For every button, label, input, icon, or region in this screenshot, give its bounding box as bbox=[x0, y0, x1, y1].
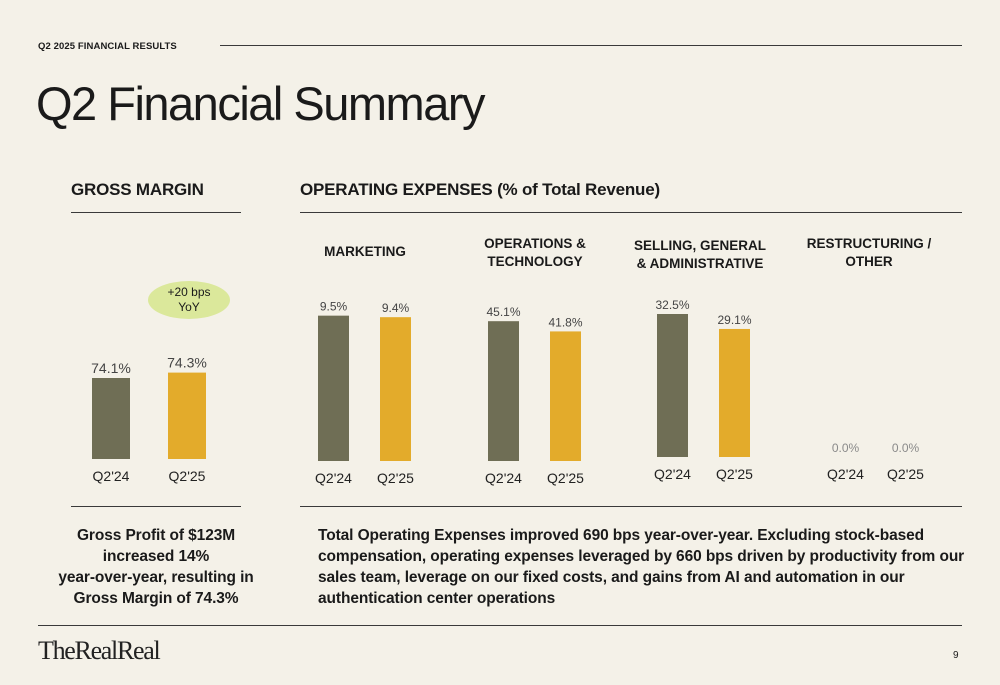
gross-margin-bottom-rule bbox=[71, 506, 241, 507]
page-number: 9 bbox=[953, 650, 959, 661]
category-label: Q2'25 bbox=[887, 466, 924, 482]
opex-caption: Total Operating Expenses improved 690 bp… bbox=[318, 525, 968, 609]
restructuring-line2: OTHER bbox=[845, 254, 893, 269]
gross-margin-heading: GROSS MARGIN bbox=[71, 180, 204, 199]
opex-caption-line: compensation, operating expenses leverag… bbox=[318, 548, 965, 565]
category-label: Q2'24 bbox=[93, 468, 130, 484]
bar bbox=[488, 321, 519, 461]
opex-caption-line: sales team, leverage on our fixed costs,… bbox=[318, 569, 905, 586]
category-label: Q2'24 bbox=[315, 470, 352, 486]
group-heading-ops-tech: OPERATIONS & TECHNOLOGY bbox=[470, 235, 600, 271]
sga-line2: & ADMINISTRATIVE bbox=[636, 256, 764, 271]
gm-caption-line: year-over-year, resulting in bbox=[58, 569, 254, 586]
category-label: Q2'25 bbox=[716, 466, 753, 482]
data-label: 0.0% bbox=[892, 441, 920, 455]
opex-caption-line: authentication center operations bbox=[318, 590, 556, 607]
ops-tech-line1: OPERATIONS & bbox=[484, 236, 586, 251]
badge-line1: +20 bps bbox=[167, 285, 211, 299]
data-label: 0.0% bbox=[832, 441, 860, 455]
category-label: Q2'25 bbox=[547, 470, 584, 486]
gm-caption-line: Gross Profit of $123M bbox=[76, 527, 236, 544]
data-label: 41.8% bbox=[548, 315, 582, 329]
yoy-badge: +20 bps YoY bbox=[148, 281, 230, 319]
data-label: 29.1% bbox=[717, 313, 751, 327]
data-label: 74.1% bbox=[91, 360, 131, 376]
header-rule bbox=[220, 45, 962, 46]
gm-caption-line: increased 14% bbox=[102, 548, 210, 565]
category-label: Q2'24 bbox=[827, 466, 864, 482]
bar bbox=[318, 315, 349, 461]
category-label: Q2'25 bbox=[377, 470, 414, 486]
group-heading-sga: SELLING, GENERAL & ADMINISTRATIVE bbox=[625, 237, 775, 273]
restructuring-line1: RESTRUCTURING / bbox=[806, 236, 932, 251]
bar bbox=[380, 317, 411, 461]
data-label: 9.5% bbox=[320, 300, 348, 314]
report-eyebrow: Q2 2025 FINANCIAL RESULTS bbox=[38, 41, 177, 52]
bar bbox=[657, 314, 688, 457]
ops-tech-line2: TECHNOLOGY bbox=[487, 254, 583, 269]
bar bbox=[168, 372, 206, 459]
company-logo: TheRealReal bbox=[38, 636, 161, 665]
badge-line2: YoY bbox=[178, 300, 200, 314]
data-label: 45.1% bbox=[486, 305, 520, 319]
bar bbox=[550, 331, 581, 461]
category-label: Q2'24 bbox=[485, 470, 522, 486]
footer-rule bbox=[38, 625, 962, 626]
gross-margin-rule bbox=[71, 212, 241, 213]
opex-caption-line: Total Operating Expenses improved 690 bp… bbox=[318, 527, 925, 544]
bar bbox=[92, 378, 130, 459]
group-heading-restructuring: RESTRUCTURING / OTHER bbox=[800, 235, 938, 271]
data-label: 74.3% bbox=[167, 355, 207, 371]
gm-caption-line: Gross Margin of 74.3% bbox=[73, 590, 239, 607]
data-label: 32.5% bbox=[655, 298, 689, 312]
category-label: Q2'25 bbox=[169, 468, 206, 484]
group-heading-marketing: MARKETING bbox=[324, 244, 406, 259]
sga-line1: SELLING, GENERAL bbox=[633, 238, 766, 253]
opex-rule bbox=[300, 212, 962, 213]
category-label: Q2'24 bbox=[654, 466, 691, 482]
opex-heading: OPERATING EXPENSES (% of Total Revenue) bbox=[300, 180, 660, 199]
gross-margin-caption: Gross Profit of $123M increased 14% year… bbox=[40, 525, 272, 609]
opex-bottom-rule bbox=[300, 506, 962, 507]
data-label: 9.4% bbox=[382, 301, 410, 315]
page-title: Q2 Financial Summary bbox=[36, 77, 486, 130]
bar bbox=[719, 328, 750, 457]
